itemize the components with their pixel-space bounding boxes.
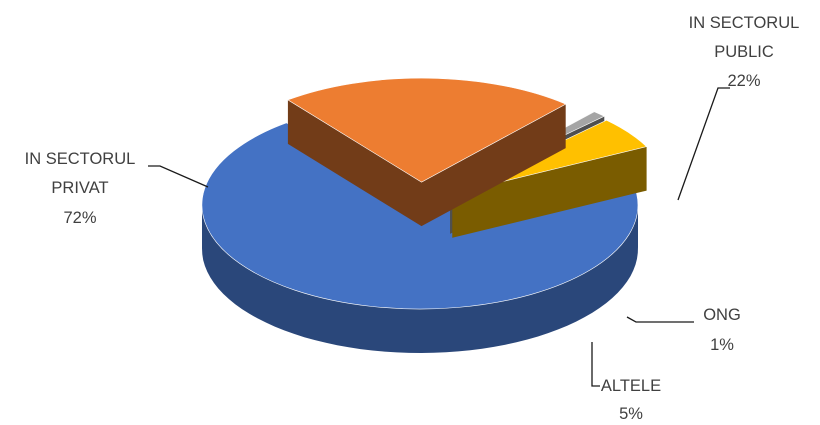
slice-in-sectorul-public [287, 77, 567, 227]
label-ong-value: 1% [710, 336, 734, 354]
slice-top-in-sectorul-public [287, 77, 567, 183]
label-altele: ALTELE 5% [601, 377, 661, 423]
label-public-line2: PUBLIC [714, 43, 774, 61]
label-ong-line1: ONG [703, 306, 741, 324]
label-altele-value: 5% [619, 405, 643, 423]
slice-cut-in-sectorul-public-1 [421, 104, 566, 227]
label-ong: ONG 1% [703, 306, 741, 354]
slice-cut-in-sectorul-public-0 [287, 99, 422, 227]
label-privat-line2: PRIVAT [51, 179, 108, 197]
slice-cut-altele-1 [452, 146, 647, 238]
pie-slices [201, 77, 648, 353]
label-privat-value: 72% [63, 209, 96, 227]
leader-line-public [677, 87, 730, 201]
label-privat: IN SECTORUL PRIVAT 72% [25, 150, 136, 227]
label-public-line1: IN SECTORUL [689, 14, 800, 32]
leader-line-privat [148, 165, 209, 188]
slice-side-in-sectorul-privat [202, 203, 638, 353]
label-public-value: 22% [727, 72, 760, 90]
leader-line-ong [626, 316, 694, 323]
leader-line-altele [591, 342, 600, 387]
label-privat-line1: IN SECTORUL [25, 150, 136, 168]
label-altele-line1: ALTELE [601, 377, 661, 395]
label-public: IN SECTORUL PUBLIC 22% [689, 14, 800, 90]
